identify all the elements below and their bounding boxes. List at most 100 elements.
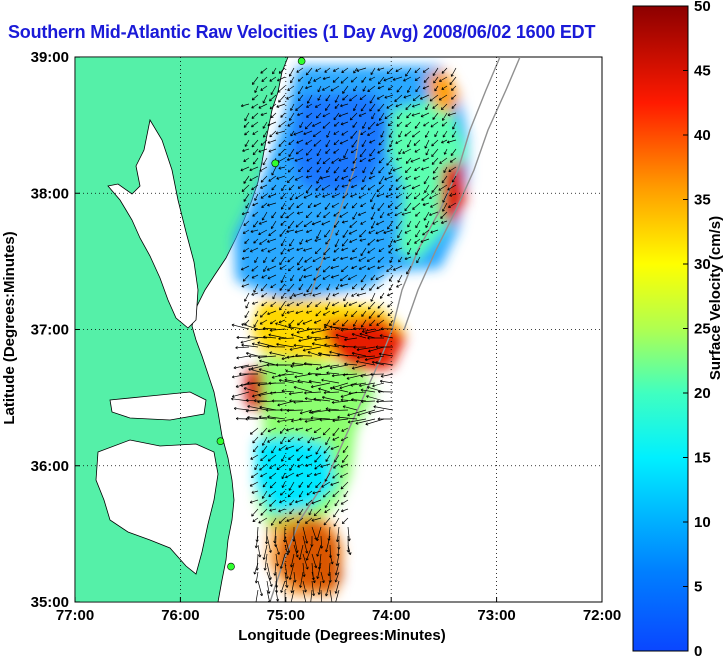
velocity-arrow (395, 220, 403, 230)
velocity-arrow (362, 175, 367, 183)
velocity-arrow (341, 454, 349, 463)
velocity-arrow (266, 345, 286, 349)
velocity-arrow (377, 67, 385, 71)
velocity-arrow (312, 121, 322, 127)
velocity-arrow (398, 148, 403, 155)
velocity-arrow (293, 343, 313, 348)
velocity-arrow (253, 283, 259, 293)
velocity-arrow (313, 76, 322, 82)
velocity-arrow (362, 85, 367, 92)
velocity-arrow (276, 103, 286, 108)
velocity-arrow (442, 193, 448, 203)
velocity-arrow (431, 157, 439, 165)
velocity-arrow (268, 175, 277, 182)
velocity-arrow (353, 345, 367, 349)
velocity-arrow (305, 175, 313, 179)
velocity-arrow (316, 562, 322, 579)
velocity-arrow (406, 238, 412, 246)
velocity-arrow (376, 184, 385, 192)
velocity-arrow (330, 445, 340, 450)
velocity-arrow (451, 85, 457, 91)
velocity-arrow (377, 202, 385, 212)
velocity-arrow (362, 166, 367, 174)
velocity-arrow (405, 67, 412, 77)
velocity-arrow (243, 175, 250, 184)
velocity-arrow (259, 319, 268, 325)
velocity-arrow (277, 76, 286, 82)
velocity-arrow (358, 193, 367, 199)
velocity-arrow (341, 247, 349, 252)
velocity-arrow (429, 193, 439, 200)
velocity-arrow (337, 415, 358, 420)
velocity-arrow (260, 454, 268, 462)
velocity-arrow (311, 553, 318, 569)
velocity-arrow (307, 372, 322, 376)
velocity-arrow (393, 238, 403, 243)
velocity-arrow (329, 553, 334, 565)
velocity-arrow (251, 265, 259, 272)
velocity-arrow (351, 202, 358, 209)
velocity-arrow (269, 103, 277, 110)
velocity-arrow (387, 85, 394, 91)
velocity-arrow (244, 130, 250, 136)
velocity-arrow (269, 481, 277, 489)
velocity-arrow (286, 157, 295, 162)
velocity-arrow (250, 364, 268, 370)
velocity-arrow (404, 256, 412, 261)
velocity-arrow (360, 130, 367, 136)
velocity-arrow (387, 292, 394, 297)
velocity-arrow (441, 121, 448, 127)
velocity-arrow (251, 112, 259, 119)
colorbar-tick-label: 40 (694, 127, 711, 144)
velocity-arrow (366, 256, 376, 262)
velocity-arrow (261, 292, 268, 298)
velocity-arrow (279, 301, 286, 311)
velocity-arrow (425, 220, 430, 228)
velocity-arrow (269, 94, 277, 102)
y-tick-label: 36:00 (31, 458, 69, 475)
velocity-arrow (289, 112, 295, 121)
velocity-arrow (452, 121, 457, 130)
velocity-arrow (339, 139, 349, 145)
velocity-arrow (322, 193, 331, 198)
velocity-arrow (278, 67, 286, 74)
velocity-arrow (281, 472, 286, 480)
velocity-arrow (407, 220, 412, 228)
velocity-arrow (334, 562, 340, 576)
velocity-arrows (230, 67, 457, 602)
velocity-arrow (267, 139, 277, 144)
velocity-arrow (280, 238, 286, 247)
velocity-arrow (355, 418, 376, 425)
velocity-arrow (431, 139, 439, 147)
velocity-arrow (411, 103, 421, 108)
velocity-arrow (312, 292, 322, 297)
velocity-arrow (330, 481, 340, 486)
velocity-arrow (376, 193, 385, 198)
velocity-arrow (258, 220, 268, 225)
velocity-arrow (303, 362, 322, 366)
velocity-arrow (326, 166, 331, 173)
velocity-arrow (360, 220, 367, 225)
velocity-arrow (405, 103, 412, 111)
velocity-arrow (386, 67, 394, 75)
velocity-arrow (448, 166, 457, 172)
velocity-arrow (298, 544, 304, 560)
velocity-arrow (295, 148, 304, 155)
velocity-arrow (258, 368, 277, 375)
velocity-arrow (275, 553, 280, 567)
velocity-arrow (294, 175, 304, 181)
velocity-arrow (288, 148, 295, 158)
velocity-arrow (254, 256, 259, 264)
velocity-arrow (313, 472, 322, 477)
velocity-arrow (266, 265, 277, 271)
velocity-arrow (334, 184, 340, 191)
velocity-arrow (322, 112, 331, 118)
velocity-arrow (332, 256, 340, 261)
velocity-arrow (290, 589, 295, 602)
velocity-arrow (278, 337, 295, 341)
albemarle-sound (109, 391, 207, 421)
velocity-arrow (288, 202, 295, 210)
velocity-arrow (351, 139, 358, 148)
velocity-arrow (322, 121, 331, 129)
velocity-arrow (240, 166, 250, 172)
